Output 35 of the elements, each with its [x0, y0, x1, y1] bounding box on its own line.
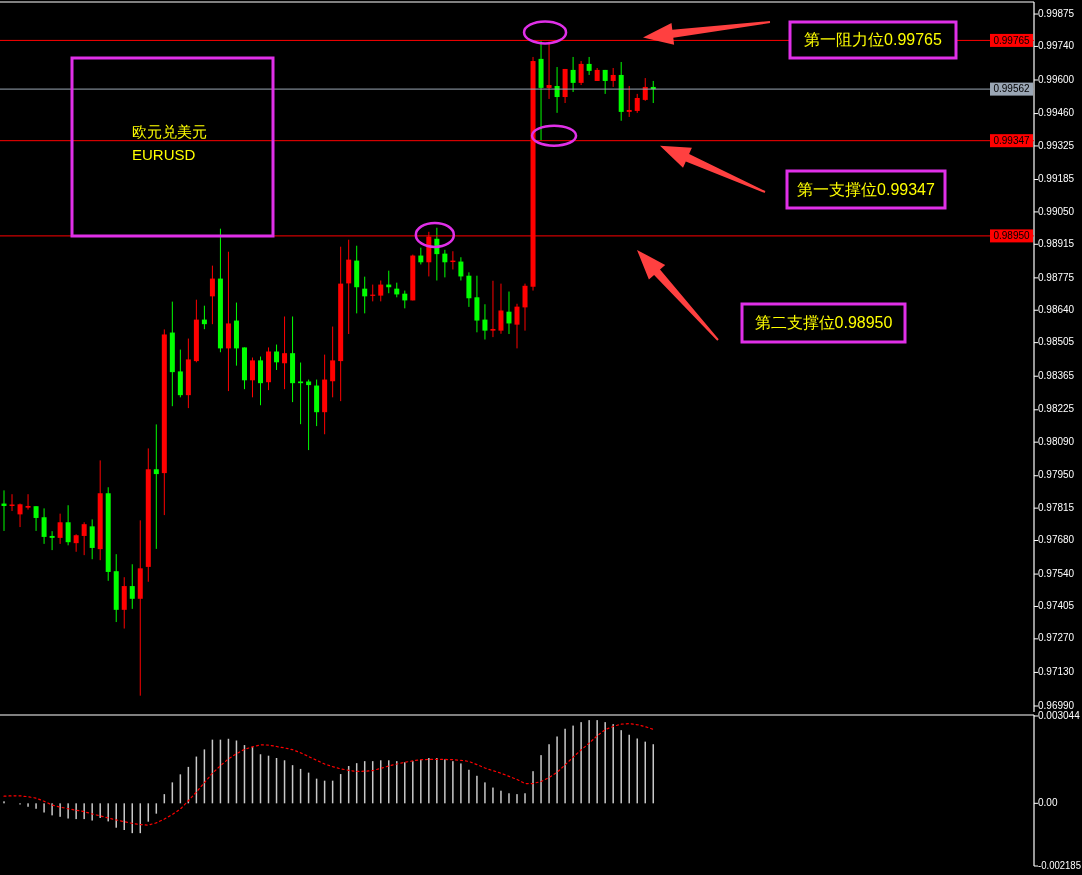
- y-tick-label: 0.98505: [1038, 336, 1075, 348]
- annotation: EURUSD: [132, 146, 196, 163]
- line-series: [3, 722, 654, 826]
- annotation: 欧元兑美元: [132, 123, 207, 140]
- annotation: 第一阻力位0.99765: [804, 31, 943, 49]
- y-tick-label: 0.98640: [1038, 303, 1075, 315]
- y-tick-label: 0.98225: [1038, 403, 1075, 415]
- y-tick-label: 0.98090: [1038, 435, 1075, 447]
- ref-line-label: 0.99562: [993, 83, 1031, 95]
- y-tick-label: 0.99050: [1038, 205, 1075, 217]
- y-tick-label: 0.98775: [1038, 271, 1075, 283]
- y-tick-label: 0.003044: [1038, 709, 1081, 721]
- y-tick-label: 0.98915: [1038, 237, 1075, 249]
- y-tick-label: 0.97680: [1038, 534, 1075, 546]
- y-tick-label: 0.97270: [1038, 632, 1075, 644]
- y-tick-label: 0.97815: [1038, 501, 1075, 513]
- y-tick-label: 0.96990: [1038, 699, 1075, 711]
- y-tick-label: 0.98365: [1038, 369, 1075, 381]
- ref-line-label: 0.98950: [993, 230, 1031, 242]
- y-tick-label: 0.99740: [1038, 40, 1075, 52]
- ref-line-label: 0.99347: [993, 134, 1031, 146]
- y-tick-label: 0.97130: [1038, 666, 1075, 678]
- y-tick-label: 0.97405: [1038, 600, 1075, 612]
- y-tick-label: -0.002185: [1038, 859, 1082, 871]
- y-tick-label: 0.99185: [1038, 173, 1075, 185]
- y-tick-label: 0.99875: [1038, 7, 1075, 19]
- y-tick-label: 0.97950: [1038, 469, 1075, 481]
- y-tick-label: 0.99325: [1038, 139, 1075, 151]
- annotation: 第二支撑位0.98950: [754, 314, 893, 332]
- y-tick-label: 0.99460: [1038, 107, 1075, 119]
- y-tick-label: 0.00: [1038, 796, 1058, 808]
- y-tick-label: 0.99600: [1038, 73, 1075, 85]
- y-tick-label: 0.97540: [1038, 567, 1075, 579]
- ref-line-label: 0.99765: [993, 34, 1031, 46]
- annotation: 第一支撑位0.99347: [797, 180, 936, 198]
